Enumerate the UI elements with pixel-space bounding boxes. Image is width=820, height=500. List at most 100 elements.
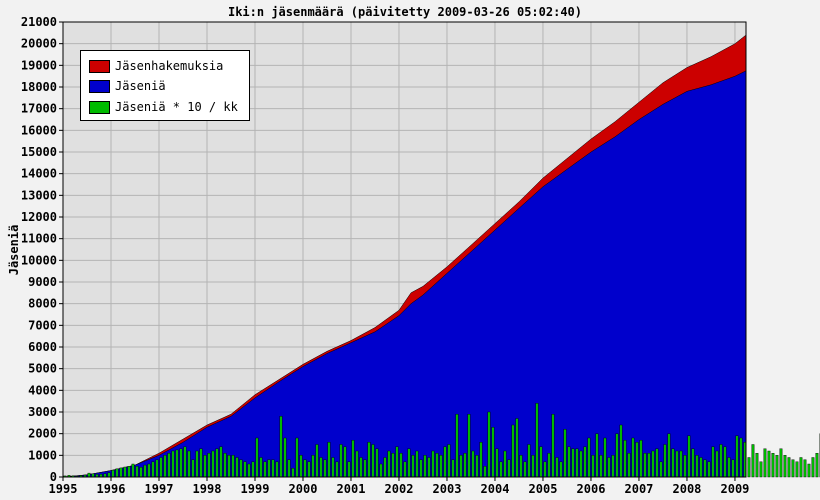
bar-monthly — [551, 414, 555, 478]
bar-monthly — [175, 449, 179, 478]
bar-monthly — [683, 455, 687, 478]
bar-monthly — [491, 427, 495, 478]
x-tick-label: 2006 — [577, 482, 606, 496]
bar-monthly — [395, 446, 399, 478]
x-tick-label: 2008 — [673, 482, 702, 496]
bar-monthly — [387, 450, 391, 478]
bar-monthly — [623, 440, 627, 478]
bar-monthly — [255, 437, 259, 478]
bar-monthly — [379, 463, 383, 478]
bar-monthly — [815, 453, 819, 478]
bar-monthly — [583, 446, 587, 478]
bar-monthly — [571, 448, 575, 478]
bar-monthly — [751, 444, 755, 478]
bar-monthly — [347, 461, 351, 478]
bar-monthly — [779, 448, 783, 478]
bar-monthly — [423, 455, 427, 478]
bar-monthly — [607, 457, 611, 478]
x-tick-label: 2004 — [481, 482, 510, 496]
bar-monthly — [227, 455, 231, 478]
bar-monthly — [371, 444, 375, 478]
y-tick-label: 20000 — [21, 37, 57, 51]
legend-label-members: Jäseniä — [115, 79, 166, 93]
y-tick-label: 4000 — [28, 383, 57, 397]
x-tick-label: 2007 — [625, 482, 654, 496]
bar-monthly — [795, 461, 799, 478]
bar-monthly — [459, 455, 463, 478]
y-tick-label: 21000 — [21, 15, 57, 29]
bar-monthly — [763, 448, 767, 478]
bar-monthly — [659, 461, 663, 478]
bar-monthly — [123, 466, 127, 478]
bar-monthly — [635, 442, 639, 478]
bar-monthly — [475, 455, 479, 478]
bar-monthly — [303, 459, 307, 478]
bar-monthly — [207, 453, 211, 478]
bar-monthly — [767, 450, 771, 478]
bar-monthly — [167, 453, 171, 478]
bar-monthly — [275, 461, 279, 478]
bar-monthly — [503, 450, 507, 478]
bar-monthly — [451, 459, 455, 478]
bar-monthly — [147, 463, 151, 478]
y-tick-label: 13000 — [21, 188, 57, 202]
legend-item-applications: Jäsenhakemuksia — [89, 59, 223, 73]
bar-monthly — [439, 455, 443, 478]
bar-monthly — [355, 450, 359, 478]
bar-monthly — [435, 453, 439, 478]
bar-monthly — [563, 429, 567, 478]
legend-label-applications: Jäsenhakemuksia — [115, 59, 224, 73]
series-area-members — [62, 70, 747, 478]
bar-monthly — [811, 457, 815, 478]
bar-monthly — [519, 455, 523, 478]
bar-monthly — [319, 457, 323, 478]
bar-monthly — [739, 437, 743, 478]
y-tick-label: 17000 — [21, 102, 57, 116]
bar-monthly — [719, 444, 723, 478]
bar-monthly — [219, 446, 223, 478]
y-tick-label: 3000 — [28, 405, 57, 419]
bar-monthly — [703, 459, 707, 478]
bar-monthly — [235, 457, 239, 478]
bar-monthly — [515, 418, 519, 478]
bar-monthly — [631, 437, 635, 478]
bar-monthly — [479, 442, 483, 478]
bar-monthly — [487, 411, 491, 478]
chart-title: Iki:n jäsenmäärä (päivitetty 2009-03-26 … — [228, 5, 582, 19]
bar-monthly — [655, 448, 659, 478]
bar-monthly — [403, 461, 407, 478]
bar-monthly — [111, 469, 115, 478]
x-tick-label: 2009 — [721, 482, 750, 496]
bar-monthly — [603, 437, 607, 478]
bar-monthly — [287, 459, 291, 478]
y-tick-label: 7000 — [28, 318, 57, 332]
bar-monthly — [431, 450, 435, 478]
bar-monthly — [483, 466, 487, 478]
y-tick-label: 14000 — [21, 167, 57, 181]
bar-monthly — [231, 455, 235, 478]
bar-monthly — [715, 450, 719, 478]
bar-monthly — [271, 459, 275, 478]
bar-monthly — [179, 448, 183, 478]
bar-monthly — [727, 457, 731, 478]
bar-monthly — [579, 450, 583, 478]
bar-monthly — [587, 437, 591, 478]
bar-monthly — [663, 444, 667, 478]
bar-monthly — [415, 450, 419, 478]
bar-monthly — [223, 453, 227, 478]
bar-monthly — [419, 459, 423, 478]
bar-monthly — [615, 433, 619, 478]
y-tick-label: 18000 — [21, 80, 57, 94]
bar-monthly — [591, 455, 595, 478]
bar-monthly — [211, 450, 215, 478]
bar-monthly — [131, 463, 135, 478]
bar-monthly — [215, 448, 219, 478]
bar-monthly — [575, 448, 579, 478]
bar-monthly — [467, 414, 471, 478]
bar-monthly — [191, 459, 195, 478]
bar-monthly — [447, 444, 451, 478]
bar-monthly — [759, 461, 763, 478]
bar-monthly — [711, 446, 715, 478]
bar-monthly — [107, 472, 111, 478]
bar-monthly — [611, 455, 615, 478]
